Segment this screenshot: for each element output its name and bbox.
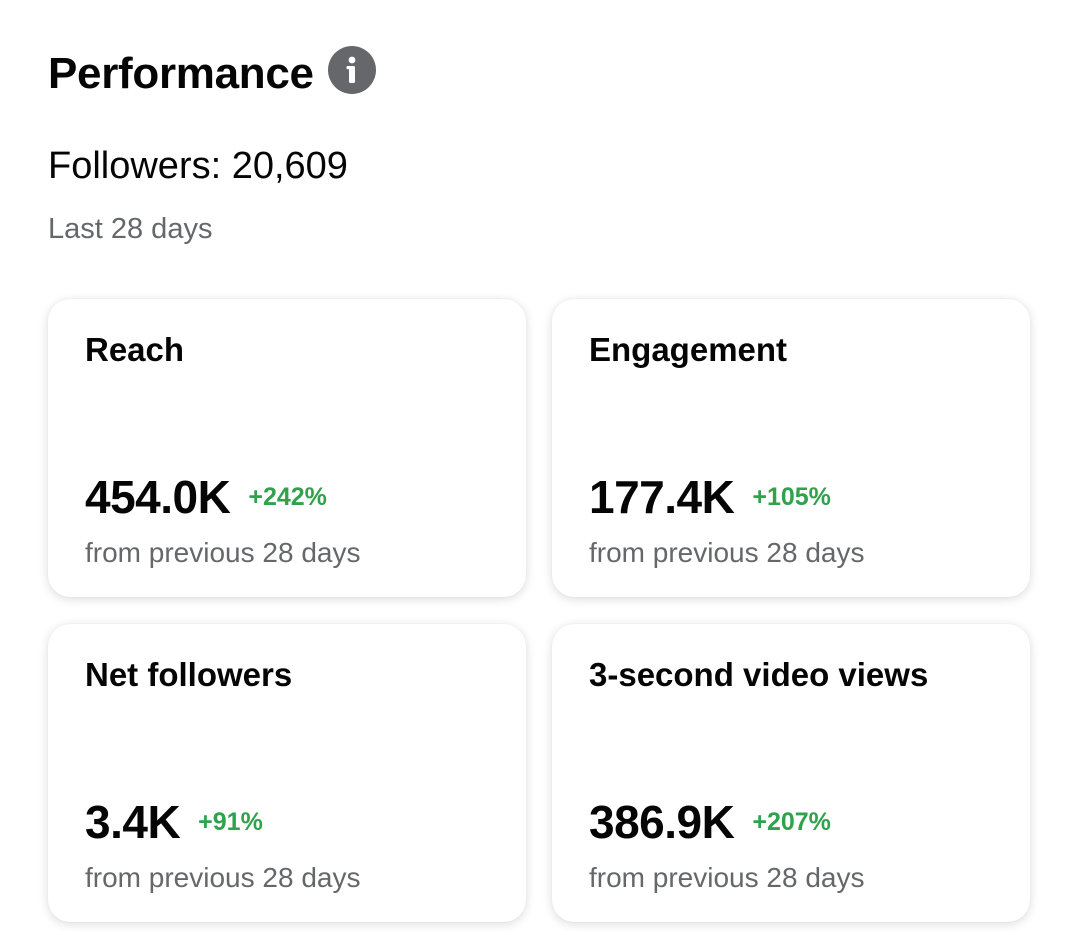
card-title: 3-second video views bbox=[589, 656, 929, 693]
metric-change-badge: +105% bbox=[752, 483, 831, 511]
metric-change-badge: +91% bbox=[198, 808, 263, 836]
engagement-card[interactable]: Engagement 177.4K +105% from previous 28… bbox=[552, 299, 1030, 597]
card-title: Engagement bbox=[589, 331, 788, 368]
card-title: Net followers bbox=[85, 656, 293, 693]
card-title: Reach bbox=[85, 331, 185, 368]
net-followers-card[interactable]: Net followers 3.4K +91% from previous 28… bbox=[48, 624, 526, 922]
comparison-text: from previous 28 days bbox=[85, 862, 361, 893]
metric-row: 454.0K +242% bbox=[85, 469, 327, 525]
metric-value: 386.9K bbox=[589, 796, 735, 848]
comparison-text: from previous 28 days bbox=[589, 862, 865, 893]
metric-value: 177.4K bbox=[589, 471, 735, 523]
performance-header: Performance bbox=[48, 46, 376, 102]
metric-row: 386.9K +207% bbox=[589, 794, 831, 850]
comparison-text: from previous 28 days bbox=[85, 537, 361, 568]
followers-count: Followers: 20,609 bbox=[48, 145, 348, 187]
page-title: Performance bbox=[48, 49, 314, 98]
metric-change-badge: +207% bbox=[752, 808, 831, 836]
metric-row: 177.4K +105% bbox=[589, 469, 831, 525]
metric-row: 3.4K +91% bbox=[85, 794, 263, 850]
video-views-card[interactable]: 3-second video views 386.9K +207% from p… bbox=[552, 624, 1030, 922]
metric-change-badge: +242% bbox=[248, 483, 327, 511]
comparison-text: from previous 28 days bbox=[589, 537, 865, 568]
info-glyph bbox=[346, 56, 356, 83]
info-icon[interactable] bbox=[327, 46, 376, 94]
date-range-label: Last 28 days bbox=[48, 213, 213, 245]
reach-card[interactable]: Reach 454.0K +242% from previous 28 days bbox=[48, 299, 526, 597]
metric-value: 3.4K bbox=[85, 796, 181, 848]
metric-value: 454.0K bbox=[85, 471, 231, 523]
